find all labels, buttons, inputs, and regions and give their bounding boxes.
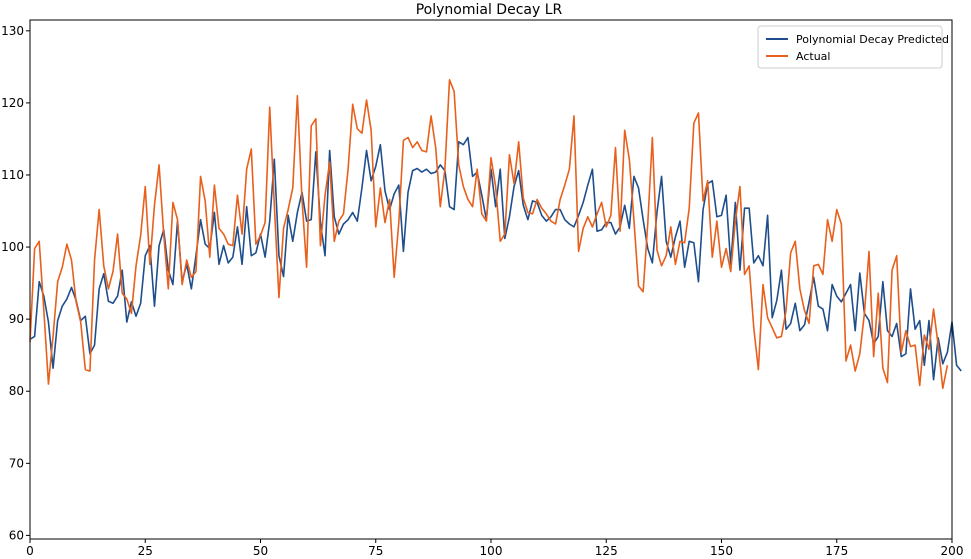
y-tick-label: 70: [9, 456, 24, 470]
x-tick-label: 200: [941, 544, 964, 558]
x-tick-label: 50: [253, 544, 268, 558]
legend-label: Polynomial Decay Predicted: [796, 33, 949, 46]
y-tick-label: 100: [1, 240, 24, 254]
x-tick-label: 75: [368, 544, 383, 558]
y-tick-label: 60: [9, 528, 24, 542]
y-tick-label: 90: [9, 312, 24, 326]
x-tick-label: 125: [595, 544, 618, 558]
x-tick-label: 175: [825, 544, 848, 558]
x-tick-label: 100: [480, 544, 503, 558]
legend: Polynomial Decay Predicted Actual: [757, 25, 949, 69]
plot-area: [29, 79, 962, 390]
y-tick-label: 120: [1, 96, 24, 110]
y-axis: 60 70 80 90 100 110 120 130: [1, 24, 30, 542]
x-tick-label: 150: [710, 544, 733, 558]
y-tick-label: 130: [1, 24, 24, 38]
legend-box: [757, 25, 943, 69]
y-tick-label: 80: [9, 384, 24, 398]
plot-frame: [29, 19, 953, 540]
x-tick-label: 25: [138, 544, 153, 558]
series-line-actual: [29, 79, 949, 390]
chart-title: Polynomial Decay LR: [416, 2, 563, 18]
y-tick-label: 110: [1, 168, 24, 182]
x-axis: 0 25 50 75 100 125 150 175 200: [26, 539, 963, 558]
legend-label: Actual: [796, 50, 830, 63]
x-tick-label: 0: [26, 544, 34, 558]
